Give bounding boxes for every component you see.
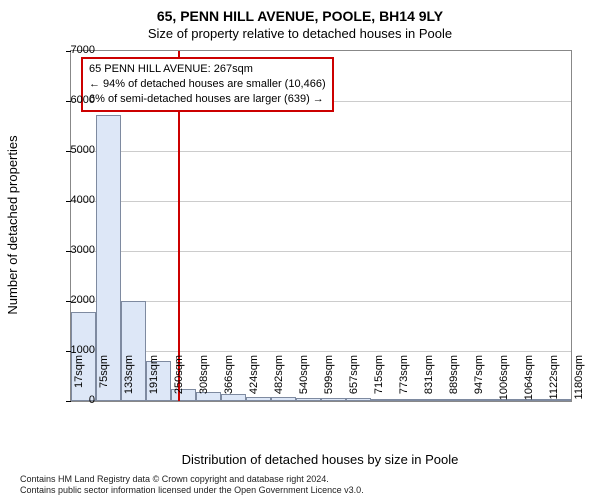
ytick-label: 0 [35,394,95,406]
ytick-label: 2000 [35,294,95,306]
xtick-label: 1180sqm [573,355,585,405]
xtick-label: 1064sqm [523,355,535,405]
chart-title-main: 65, PENN HILL AVENUE, POOLE, BH14 9LY [0,8,600,24]
xtick-label: 1006sqm [498,355,510,405]
xtick-label: 308sqm [198,355,210,405]
xtick-label: 1122sqm [548,355,560,405]
footer-attribution: Contains HM Land Registry data © Crown c… [20,474,364,497]
xtick-label: 947sqm [473,355,485,405]
ytick-label: 1000 [35,344,95,356]
chart-title-sub: Size of property relative to detached ho… [0,26,600,41]
info-box-line2: ← 94% of detached houses are smaller (10… [89,77,326,92]
xtick-label: 540sqm [298,355,310,405]
gridline [71,201,571,202]
ytick-label: 7000 [35,44,95,56]
xtick-label: 75sqm [98,355,110,405]
xtick-label: 17sqm [73,355,85,405]
ytick-label: 4000 [35,194,95,206]
gridline [71,151,571,152]
footer-line1: Contains HM Land Registry data © Crown c… [20,474,364,485]
plot-area: 65 PENN HILL AVENUE: 267sqm← 94% of deta… [70,50,572,402]
xtick-label: 715sqm [373,355,385,405]
x-axis-label: Distribution of detached houses by size … [70,452,570,467]
ytick-label: 3000 [35,244,95,256]
xtick-label: 191sqm [148,355,160,405]
gridline [71,301,571,302]
footer-line2: Contains public sector information licen… [20,485,364,496]
xtick-label: 482sqm [273,355,285,405]
xtick-label: 599sqm [323,355,335,405]
ytick-label: 6000 [35,94,95,106]
xtick-label: 366sqm [223,355,235,405]
info-box-line1: 65 PENN HILL AVENUE: 267sqm [89,62,326,77]
gridline [71,351,571,352]
gridline [71,251,571,252]
xtick-label: 889sqm [448,355,460,405]
xtick-label: 250sqm [173,355,185,405]
xtick-label: 657sqm [348,355,360,405]
ytick-label: 5000 [35,144,95,156]
xtick-label: 133sqm [123,355,135,405]
xtick-label: 773sqm [398,355,410,405]
xtick-label: 424sqm [248,355,260,405]
y-axis-label: Number of detached properties [5,50,20,400]
info-box: 65 PENN HILL AVENUE: 267sqm← 94% of deta… [81,57,334,112]
xtick-label: 831sqm [423,355,435,405]
info-box-line3: 6% of semi-detached houses are larger (6… [89,92,326,107]
